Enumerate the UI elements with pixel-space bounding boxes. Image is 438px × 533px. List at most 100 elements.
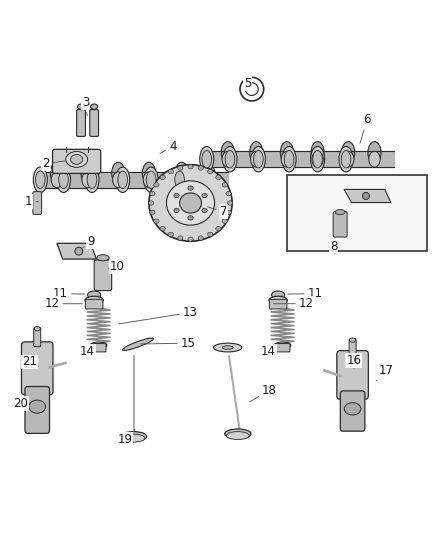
Ellipse shape — [343, 151, 354, 167]
Ellipse shape — [251, 147, 265, 172]
Ellipse shape — [222, 151, 233, 167]
Text: 6: 6 — [360, 114, 371, 143]
Ellipse shape — [85, 167, 99, 192]
Text: 18: 18 — [250, 384, 277, 402]
FancyBboxPatch shape — [34, 327, 41, 346]
Ellipse shape — [150, 191, 155, 196]
Text: 14: 14 — [80, 345, 95, 358]
FancyBboxPatch shape — [25, 386, 49, 433]
Ellipse shape — [226, 432, 249, 440]
Ellipse shape — [33, 167, 47, 192]
Ellipse shape — [251, 151, 262, 167]
Ellipse shape — [144, 167, 158, 192]
Text: 4: 4 — [160, 140, 177, 154]
Ellipse shape — [29, 400, 46, 413]
Ellipse shape — [168, 232, 173, 237]
Ellipse shape — [216, 227, 221, 231]
Text: 17: 17 — [376, 364, 394, 381]
Text: 21: 21 — [22, 356, 39, 368]
Text: 1: 1 — [25, 195, 39, 208]
Ellipse shape — [312, 151, 323, 167]
Ellipse shape — [282, 147, 296, 172]
Text: 11: 11 — [287, 287, 323, 300]
Polygon shape — [344, 189, 391, 203]
Text: 5: 5 — [244, 77, 251, 90]
Ellipse shape — [87, 171, 97, 189]
Ellipse shape — [173, 167, 187, 192]
Ellipse shape — [78, 104, 85, 109]
Ellipse shape — [363, 192, 370, 199]
Ellipse shape — [221, 142, 234, 164]
Ellipse shape — [202, 193, 207, 198]
Ellipse shape — [178, 166, 183, 170]
Ellipse shape — [311, 147, 325, 172]
Ellipse shape — [51, 172, 63, 188]
Ellipse shape — [154, 219, 159, 223]
FancyBboxPatch shape — [349, 339, 356, 356]
Ellipse shape — [85, 296, 103, 304]
Text: 15: 15 — [141, 337, 196, 350]
Ellipse shape — [88, 291, 101, 299]
Text: 10: 10 — [109, 260, 125, 273]
Ellipse shape — [188, 237, 193, 241]
Ellipse shape — [174, 193, 179, 198]
Ellipse shape — [368, 142, 381, 164]
Ellipse shape — [120, 432, 147, 441]
Text: 12: 12 — [44, 297, 83, 310]
Ellipse shape — [168, 169, 173, 174]
Ellipse shape — [274, 342, 291, 349]
FancyBboxPatch shape — [53, 149, 101, 173]
Ellipse shape — [116, 167, 130, 192]
Ellipse shape — [71, 155, 83, 164]
Ellipse shape — [254, 150, 263, 168]
Text: 9: 9 — [82, 235, 95, 248]
Ellipse shape — [201, 162, 215, 184]
Ellipse shape — [216, 175, 221, 180]
FancyBboxPatch shape — [85, 300, 103, 309]
Ellipse shape — [269, 296, 287, 304]
Ellipse shape — [339, 147, 353, 172]
Ellipse shape — [350, 338, 356, 342]
Text: 13: 13 — [119, 306, 198, 324]
Ellipse shape — [280, 142, 293, 164]
Ellipse shape — [166, 181, 215, 225]
FancyBboxPatch shape — [33, 191, 42, 214]
Ellipse shape — [341, 150, 351, 168]
Ellipse shape — [225, 150, 235, 168]
Ellipse shape — [226, 210, 231, 215]
Ellipse shape — [50, 162, 64, 184]
Ellipse shape — [66, 151, 88, 167]
Ellipse shape — [198, 236, 203, 240]
Ellipse shape — [202, 150, 212, 168]
Ellipse shape — [91, 104, 98, 109]
Ellipse shape — [149, 165, 232, 241]
Text: 11: 11 — [53, 287, 85, 300]
Polygon shape — [57, 243, 96, 259]
Ellipse shape — [113, 172, 124, 188]
Ellipse shape — [208, 232, 213, 237]
Ellipse shape — [225, 429, 251, 439]
Ellipse shape — [336, 209, 345, 215]
Ellipse shape — [174, 208, 179, 213]
Ellipse shape — [154, 183, 159, 187]
Ellipse shape — [208, 169, 213, 174]
Ellipse shape — [57, 167, 71, 192]
Text: 14: 14 — [261, 345, 279, 358]
Ellipse shape — [143, 172, 155, 188]
Ellipse shape — [118, 171, 127, 189]
Ellipse shape — [75, 247, 83, 255]
Ellipse shape — [313, 150, 322, 168]
FancyBboxPatch shape — [90, 110, 99, 136]
FancyBboxPatch shape — [77, 110, 85, 136]
Ellipse shape — [188, 186, 193, 190]
Ellipse shape — [180, 193, 201, 213]
Ellipse shape — [284, 150, 294, 168]
Ellipse shape — [344, 403, 361, 415]
Ellipse shape — [175, 162, 188, 184]
Ellipse shape — [214, 343, 242, 352]
Ellipse shape — [81, 162, 94, 184]
FancyBboxPatch shape — [94, 260, 112, 290]
FancyBboxPatch shape — [340, 391, 365, 431]
Ellipse shape — [369, 151, 380, 167]
Text: 12: 12 — [273, 297, 314, 310]
